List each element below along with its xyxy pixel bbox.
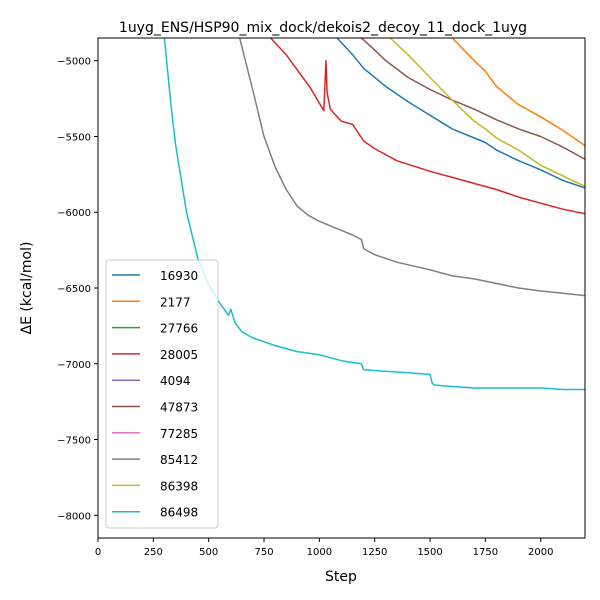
x-tick-label: 750 [254, 547, 273, 558]
x-tick-label: 0 [95, 547, 101, 558]
legend-label: 2177 [160, 295, 191, 309]
y-axis: −8000 −7500 −7000 −6500 −6000 −5500 −5000 [57, 57, 98, 522]
y-tick-label: −7000 [57, 360, 91, 371]
x-tick-label: 1000 [307, 547, 332, 558]
legend: 16930 2177 27766 28005 4094 47873 77285 85412 86… [105, 259, 219, 529]
y-axis-label: ΔE (kcal/mol) [19, 242, 35, 335]
legend-label: 4094 [160, 374, 191, 388]
legend-label: 16930 [160, 269, 198, 283]
series-line-16930 [336, 38, 585, 189]
series-line-86498 [163, 38, 585, 391]
legend-label: 47873 [160, 401, 198, 415]
legend-label: 85412 [160, 453, 198, 467]
x-tick-label: 500 [199, 547, 218, 558]
series-line-28005 [270, 38, 585, 215]
series-layer [163, 38, 585, 391]
x-axis-label: Step [325, 569, 357, 585]
series-line-47873 [360, 38, 585, 160]
legend-label: 77285 [160, 427, 198, 441]
series-line-2177 [451, 38, 585, 147]
x-axis: 0 250 500 750 1000 1250 1500 1750 2000 [95, 538, 553, 558]
series-line-86398 [389, 38, 585, 188]
y-tick-label: −5500 [57, 132, 91, 143]
y-tick-label: −6500 [57, 284, 91, 295]
x-tick-label: 2000 [528, 547, 553, 558]
chart-title: 1uyg_ENS/HSP90_mix_dock/dekois2_decoy_11… [119, 20, 527, 36]
legend-label: 86398 [160, 479, 198, 493]
legend-label: 27766 [160, 322, 198, 336]
x-tick-label: 1500 [417, 547, 442, 558]
legend-label: 86498 [160, 506, 198, 520]
y-tick-label: −8000 [57, 511, 91, 522]
y-tick-label: −7500 [57, 436, 91, 447]
x-tick-label: 1750 [473, 547, 498, 558]
y-tick-label: −6000 [57, 208, 91, 219]
legend-label: 28005 [160, 348, 198, 362]
x-tick-label: 250 [144, 547, 163, 558]
y-tick-label: −5000 [57, 57, 91, 68]
series-line-85412 [238, 38, 585, 297]
x-tick-label: 1250 [362, 547, 387, 558]
